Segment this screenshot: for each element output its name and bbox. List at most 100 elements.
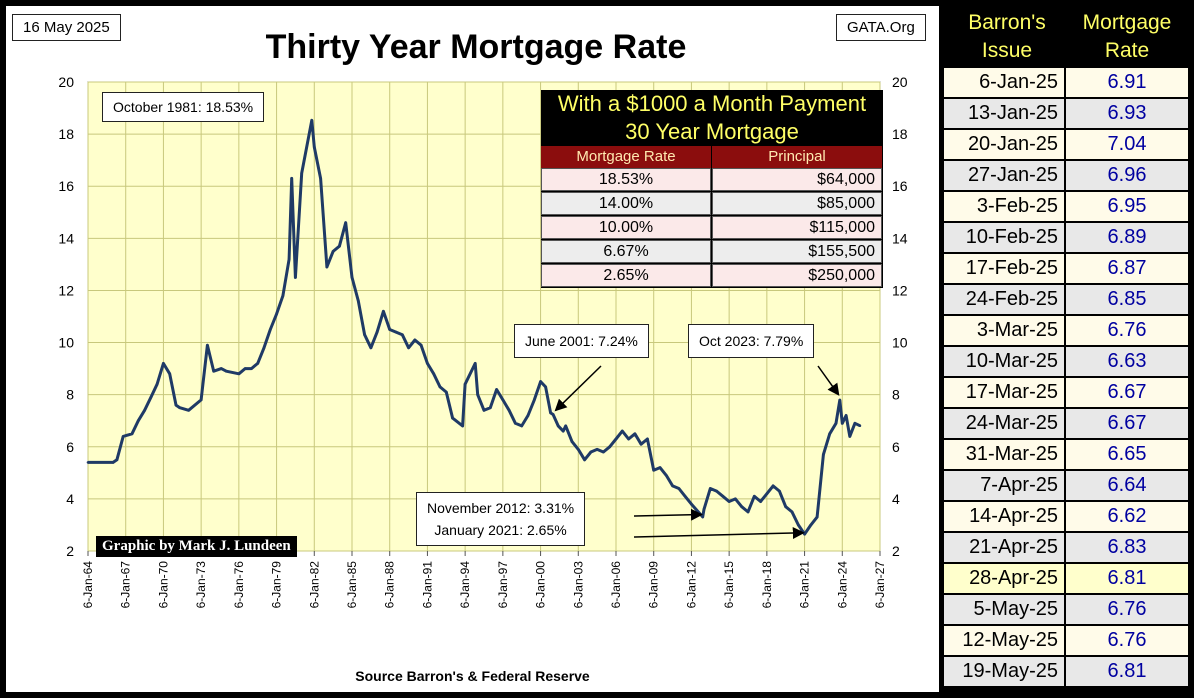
data-point: [746, 510, 750, 514]
data-point: [564, 424, 567, 428]
issue-date-cell: 14-Apr-25: [944, 502, 1064, 531]
data-point: [331, 250, 335, 253]
data-point: [199, 398, 203, 402]
payment-principal-cell: $250,000: [712, 264, 882, 287]
annotation-arrows: [554, 365, 840, 540]
x-tick-label: 6-Jan-76: [232, 561, 246, 609]
data-point: [665, 474, 668, 477]
data-point: [501, 398, 505, 402]
data-point: [388, 328, 392, 331]
barrons-table-row: 6-Jan-25 6.91: [944, 68, 1188, 97]
data-point: [514, 422, 517, 425]
y-tick-label-left: 8: [66, 387, 74, 403]
barrons-table-row: 10-Feb-25 6.89: [944, 223, 1188, 252]
y-tick-label-right: 18: [892, 126, 908, 142]
data-point: [338, 244, 341, 248]
weekly-rate-cell: 6.67: [1066, 378, 1188, 407]
barrons-table-row: 28-Apr-25 6.81: [944, 564, 1188, 593]
data-point: [262, 346, 266, 350]
data-point: [551, 413, 555, 416]
barrons-table-row: 14-Apr-25 6.62: [944, 502, 1188, 531]
data-point: [815, 515, 819, 519]
data-point: [489, 406, 492, 410]
y-tick-label-left: 2: [66, 543, 74, 559]
barrons-table-row: 13-Jan-25 6.93: [944, 99, 1188, 128]
data-point: [822, 453, 825, 456]
data-point: [363, 333, 366, 337]
data-point: [401, 333, 404, 337]
issue-date-cell: 6-Jan-25: [944, 68, 1064, 97]
data-point: [300, 171, 304, 175]
data-point: [544, 385, 547, 389]
y-tick-label-right: 16: [892, 178, 908, 194]
data-point: [476, 393, 480, 397]
weekly-rate-cell: 6.65: [1066, 440, 1188, 469]
data-point: [413, 338, 417, 342]
credit-label: Graphic by Mark J. Lundeen: [96, 536, 297, 557]
x-tick-label: 6-Jan-06: [609, 561, 623, 609]
data-point: [382, 310, 385, 313]
line-chart: 6-Jan-64 6-Jan-67 6-Jan-70 6-Jan-73 6-Jan-76…: [58, 74, 908, 609]
weekly-rate-cell: 6.93: [1066, 99, 1188, 128]
issue-date-cell: 3-Feb-25: [944, 192, 1064, 221]
data-point: [461, 424, 464, 428]
data-point: [325, 265, 329, 269]
x-tick-label: 6-Jan-67: [119, 561, 133, 609]
y-tick-label-left: 14: [58, 230, 74, 246]
barrons-table-row: 17-Feb-25 6.87: [944, 254, 1188, 283]
data-point: [426, 362, 429, 365]
y-tick-label-left: 6: [66, 439, 74, 455]
x-tick-label: 6-Jan-82: [307, 561, 321, 609]
data-point: [838, 398, 842, 402]
data-point: [577, 448, 580, 451]
y-tick-label-left: 10: [58, 335, 74, 351]
data-point: [727, 500, 731, 503]
data-point: [86, 461, 90, 464]
payment-table-row: 2.65% $250,000: [541, 264, 883, 288]
data-point: [690, 502, 693, 506]
data-point: [212, 369, 215, 373]
data-point: [237, 372, 241, 376]
data-point: [778, 489, 781, 493]
x-tick-label: 6-Jan-12: [684, 561, 698, 609]
issue-date-cell: 21-Apr-25: [944, 533, 1064, 562]
data-point: [206, 343, 209, 347]
series-layer: [86, 118, 862, 536]
data-point: [111, 461, 115, 464]
date-label: 16 May 2025: [12, 14, 121, 41]
x-tick-label: 6-Jan-64: [81, 561, 95, 609]
barrons-table-row: 21-Apr-25 6.83: [944, 533, 1188, 562]
data-point: [721, 495, 725, 498]
data-point: [683, 495, 687, 498]
y-tick-label-left: 12: [58, 282, 74, 298]
x-tick-label: 6-Jan-15: [722, 561, 736, 609]
payment-table-header: Mortgage Rate Principal: [541, 146, 883, 168]
data-point: [281, 294, 285, 298]
data-point: [137, 419, 140, 423]
weekly-rate-cell: 6.76: [1066, 626, 1188, 655]
x-tick-label: 6-Jan-27: [873, 561, 887, 609]
barrons-table-row: 3-Feb-25 6.95: [944, 192, 1188, 221]
weekly-rate-cell: 6.83: [1066, 533, 1188, 562]
data-point: [853, 422, 857, 425]
data-point: [394, 330, 398, 334]
barrons-table-row: 12-May-25 6.76: [944, 626, 1188, 655]
payment-principal-cell: $115,000: [712, 216, 882, 239]
weekly-rate-cell: 6.67: [1066, 409, 1188, 438]
data-point: [614, 437, 618, 441]
data-point: [162, 362, 165, 365]
data-point: [709, 487, 712, 490]
data-point: [765, 492, 769, 496]
barrons-table-header: Barron's Issue Mortgage Rate: [944, 6, 1188, 68]
issue-date-cell: 27-Jan-25: [944, 161, 1064, 190]
issue-date-cell: 17-Mar-25: [944, 378, 1064, 407]
issue-date-cell: 28-Apr-25: [944, 564, 1064, 593]
weekly-rate-cell: 6.89: [1066, 223, 1188, 252]
data-point: [844, 414, 848, 417]
data-point: [178, 406, 182, 410]
weekly-rate-cell: 6.91: [1066, 68, 1188, 97]
y-tick-label-left: 20: [58, 74, 74, 90]
arrow-jan-2021: [633, 527, 805, 540]
data-point: [556, 424, 560, 428]
payment-rate-cell: 18.53%: [541, 168, 711, 191]
